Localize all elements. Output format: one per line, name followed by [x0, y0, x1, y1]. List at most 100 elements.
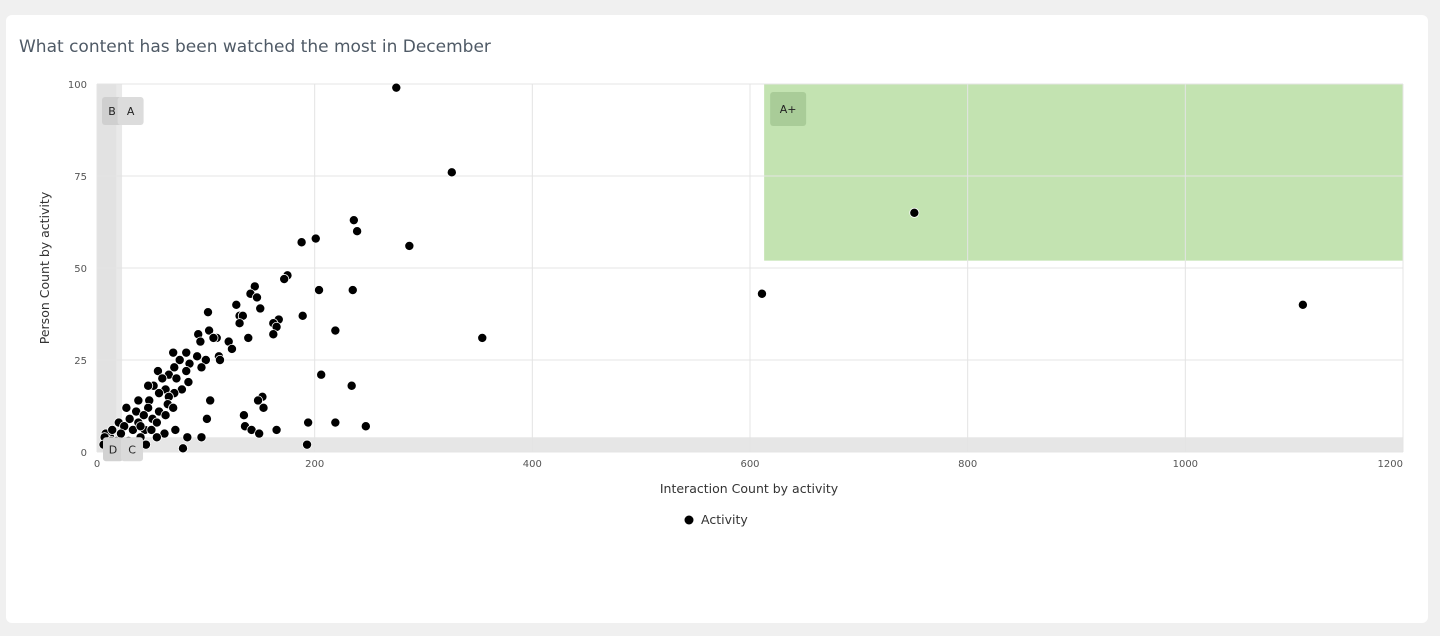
data-point[interactable]	[251, 292, 262, 303]
data-point[interactable]	[195, 336, 206, 347]
x-tick-label: 200	[305, 459, 324, 470]
zone-label-a-plus: A+	[780, 103, 797, 116]
data-point[interactable]	[352, 226, 363, 237]
data-point[interactable]	[316, 369, 327, 380]
legend-marker	[684, 515, 694, 525]
data-point[interactable]	[135, 421, 146, 432]
data-point[interactable]	[152, 366, 163, 377]
data-point[interactable]	[303, 417, 314, 428]
y-tick-label: 0	[81, 448, 87, 459]
data-point[interactable]	[330, 325, 341, 336]
data-point[interactable]	[205, 395, 216, 406]
data-point[interactable]	[181, 366, 192, 377]
data-points	[98, 82, 1308, 454]
data-point[interactable]	[310, 233, 321, 244]
data-point[interactable]	[121, 402, 132, 413]
data-point[interactable]	[204, 325, 215, 336]
data-point[interactable]	[279, 274, 290, 285]
data-point[interactable]	[181, 347, 192, 358]
x-tick-label: 0	[94, 459, 100, 470]
data-point[interactable]	[200, 354, 211, 365]
data-point[interactable]	[226, 343, 237, 354]
zone-label-d-badge	[103, 437, 123, 462]
data-point[interactable]	[124, 413, 135, 424]
data-point[interactable]	[192, 351, 203, 362]
x-axis-title: Interaction Count by activity	[660, 481, 839, 496]
data-point[interactable]	[196, 362, 207, 373]
data-point[interactable]	[253, 395, 264, 406]
data-point[interactable]	[157, 373, 168, 384]
data-point[interactable]	[160, 410, 171, 421]
zone-label-c-badge	[121, 437, 144, 462]
data-point[interactable]	[391, 82, 402, 93]
data-point[interactable]	[174, 354, 185, 365]
zone-a	[116, 84, 123, 438]
data-point[interactable]	[143, 380, 154, 391]
data-point[interactable]	[208, 332, 219, 343]
x-axis-ticks: 0 200 400 600 800 1000 1200	[94, 459, 1403, 470]
data-point[interactable]	[183, 377, 194, 388]
data-point[interactable]	[107, 424, 118, 435]
data-point[interactable]	[446, 167, 457, 178]
zone-label-c: C	[128, 443, 136, 456]
data-point[interactable]	[138, 410, 149, 421]
data-point[interactable]	[268, 329, 279, 340]
data-point[interactable]	[115, 428, 126, 439]
data-point[interactable]	[255, 303, 266, 314]
y-tick-label: 25	[74, 356, 87, 367]
data-point[interactable]	[243, 332, 254, 343]
zone-label-a-plus-badge	[770, 92, 807, 126]
data-point[interactable]	[133, 395, 144, 406]
data-point[interactable]	[182, 432, 193, 443]
data-point[interactable]	[168, 347, 179, 358]
data-point[interactable]	[330, 417, 341, 428]
legend-label: Activity	[701, 512, 748, 527]
data-point[interactable]	[302, 439, 313, 450]
data-point[interactable]	[296, 237, 307, 248]
data-point[interactable]	[234, 318, 245, 329]
quadrant-labels: B A D C A+	[102, 92, 807, 462]
data-point[interactable]	[196, 432, 207, 443]
data-point[interactable]	[909, 207, 920, 218]
data-point[interactable]	[143, 402, 154, 413]
data-point[interactable]	[254, 428, 265, 439]
data-point[interactable]	[146, 424, 157, 435]
data-point[interactable]	[170, 424, 181, 435]
zone-label-a: A	[127, 105, 135, 118]
data-point[interactable]	[151, 432, 162, 443]
data-point[interactable]	[154, 388, 165, 399]
data-point[interactable]	[347, 285, 358, 296]
data-point[interactable]	[238, 410, 249, 421]
data-point[interactable]	[756, 288, 767, 299]
data-point[interactable]	[297, 310, 308, 321]
data-point[interactable]	[171, 373, 182, 384]
legend[interactable]: Activity	[684, 512, 749, 527]
data-point[interactable]	[177, 443, 188, 454]
y-axis-title: Person Count by activity	[37, 191, 52, 344]
data-point[interactable]	[214, 354, 225, 365]
y-tick-label: 50	[74, 264, 87, 275]
data-point[interactable]	[231, 299, 242, 310]
data-point[interactable]	[360, 421, 371, 432]
zone-label-b-badge	[102, 97, 122, 125]
data-point[interactable]	[151, 417, 162, 428]
data-point[interactable]	[249, 281, 260, 292]
x-tick-label: 400	[523, 459, 542, 470]
data-point[interactable]	[314, 285, 325, 296]
y-tick-label: 100	[68, 80, 87, 91]
data-point[interactable]	[258, 402, 269, 413]
chart-title: What content has been watched the most i…	[19, 37, 491, 57]
x-tick-label: 800	[958, 459, 977, 470]
data-point[interactable]	[348, 215, 359, 226]
data-point[interactable]	[201, 413, 212, 424]
data-point[interactable]	[477, 332, 488, 343]
data-point[interactable]	[404, 240, 415, 251]
data-point[interactable]	[271, 424, 282, 435]
data-point[interactable]	[169, 362, 180, 373]
data-point[interactable]	[203, 307, 214, 318]
data-point[interactable]	[168, 402, 179, 413]
data-point[interactable]	[346, 380, 357, 391]
data-point[interactable]	[1297, 299, 1308, 310]
zone-label-b: B	[108, 105, 116, 118]
